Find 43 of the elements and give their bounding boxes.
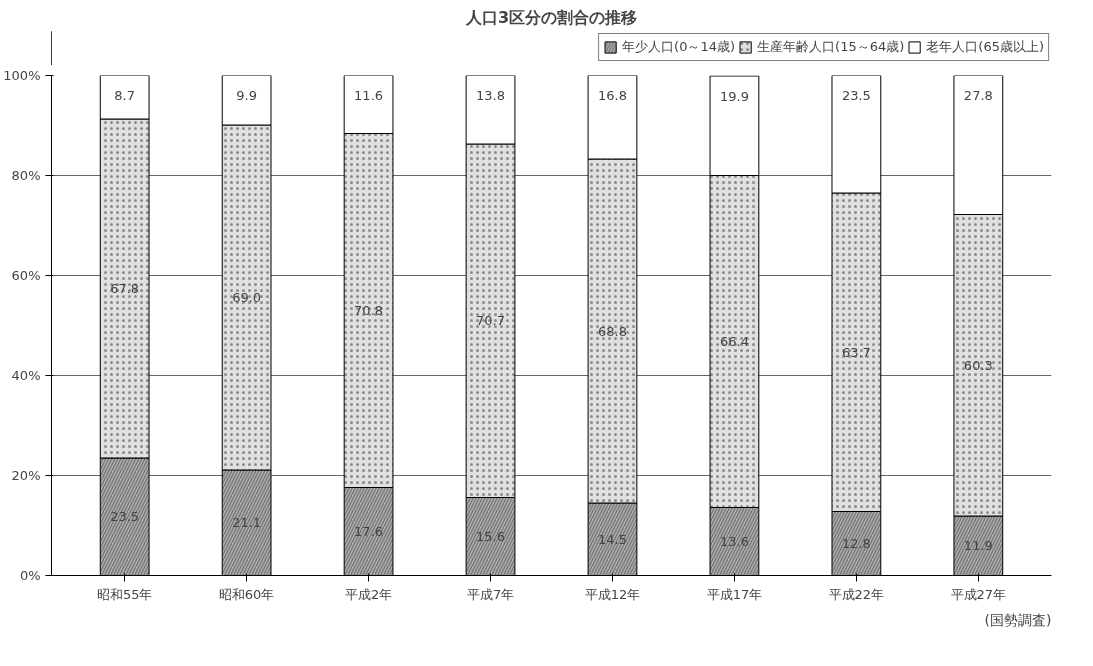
data-label: 23.5 — [841, 88, 871, 103]
data-label: 19.9 — [719, 88, 749, 104]
data-label: 60.3 — [963, 357, 993, 373]
data-label: 13.8 — [476, 87, 505, 103]
x-tick-label: 平成27年 — [950, 586, 1007, 602]
data-label: 69.0 — [232, 290, 262, 305]
y-tick-label: 100% — [3, 68, 41, 83]
data-label: 70.8 — [354, 303, 384, 318]
data-label: 15.6 — [476, 529, 505, 544]
data-label: 13.6 — [719, 534, 749, 549]
data-label: 11.9 — [963, 538, 993, 554]
y-tick-label: 40% — [11, 368, 41, 383]
y-tick-label: 60% — [11, 268, 41, 283]
data-label: 23.5 — [110, 509, 140, 525]
y-tick-label: 20% — [11, 468, 41, 483]
x-tick-label: 平成7年 — [466, 586, 515, 602]
y-tick-label: 80% — [11, 168, 41, 183]
legend-label: 老年人口(65歳以上) — [926, 38, 1044, 56]
data-label: 70.7 — [476, 313, 505, 329]
x-tick-label: 昭和60年 — [218, 586, 275, 602]
data-label: 16.8 — [598, 87, 627, 103]
data-label: 17.6 — [354, 524, 384, 539]
text: (国勢調査) — [984, 611, 1052, 628]
x-tick-label: 平成17年 — [706, 586, 763, 602]
x-tick-label: 平成12年 — [584, 586, 641, 602]
data-label: 68.8 — [598, 323, 627, 339]
data-label: 21.1 — [232, 515, 262, 531]
x-tick-label: 平成2年 — [344, 586, 393, 602]
x-tick-label: 平成22年 — [828, 586, 885, 602]
x-tick-label: 昭和55年 — [96, 586, 153, 602]
data-label: 67.8 — [110, 281, 140, 296]
data-label: 14.5 — [598, 531, 627, 547]
data-label: 12.8 — [841, 536, 871, 551]
data-label: 63.7 — [841, 344, 871, 360]
legend-label: 生産年齢人口(15～64歳) — [757, 38, 905, 56]
y-tick-label: 0% — [19, 568, 41, 583]
data-label: 66.4 — [719, 334, 749, 349]
data-label: 9.9 — [236, 88, 257, 103]
data-label: 8.7 — [114, 88, 136, 103]
chart-title: 人口3区分の割合の推移 — [464, 7, 638, 27]
legend-label: 年少人口(0～14歳) — [622, 38, 736, 56]
data-label: 11.6 — [354, 88, 384, 103]
data-label: 27.8 — [963, 88, 993, 103]
